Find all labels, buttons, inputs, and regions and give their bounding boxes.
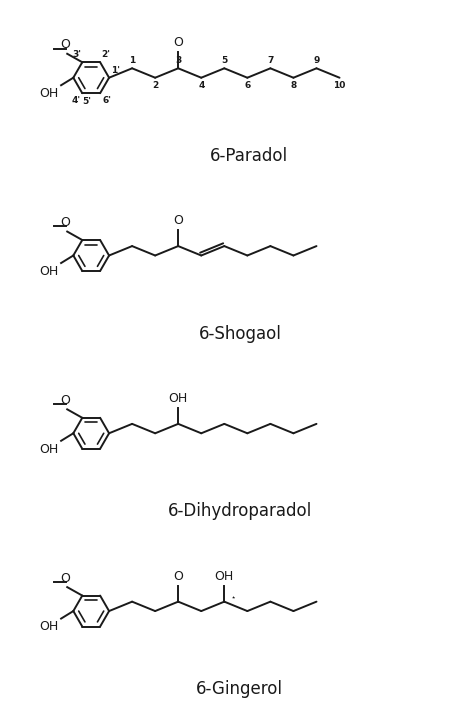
Text: 1': 1'	[111, 67, 120, 75]
Text: 3: 3	[175, 56, 182, 65]
Text: $\star$: $\star$	[230, 592, 236, 602]
Text: 9: 9	[313, 56, 319, 65]
Text: O: O	[60, 39, 70, 52]
Text: 6-Shogaol: 6-Shogaol	[199, 325, 281, 343]
Text: 5': 5'	[82, 97, 91, 106]
Text: 5: 5	[221, 56, 228, 65]
Text: O: O	[60, 571, 70, 585]
Text: 2: 2	[152, 81, 158, 90]
Text: O: O	[60, 217, 70, 229]
Text: 6-Paradol: 6-Paradol	[210, 147, 288, 165]
Text: 1: 1	[129, 56, 135, 65]
Text: O: O	[60, 394, 70, 407]
Text: 6': 6'	[102, 95, 111, 105]
Text: 10: 10	[333, 81, 346, 90]
Text: 4': 4'	[72, 95, 81, 105]
Text: 3': 3'	[73, 50, 82, 60]
Text: OH: OH	[215, 570, 234, 583]
Text: 7: 7	[267, 56, 273, 65]
Text: O: O	[173, 37, 183, 49]
Text: 8: 8	[290, 81, 297, 90]
Text: OH: OH	[39, 442, 58, 456]
Text: 2': 2'	[101, 50, 110, 60]
Text: O: O	[173, 214, 183, 227]
Text: 6-Gingerol: 6-Gingerol	[196, 680, 283, 698]
Text: OH: OH	[39, 620, 58, 633]
Text: 6-Dihydroparadol: 6-Dihydroparadol	[168, 503, 312, 521]
Text: OH: OH	[39, 265, 58, 278]
Text: 6: 6	[244, 81, 250, 90]
Text: OH: OH	[169, 392, 188, 405]
Text: OH: OH	[39, 87, 58, 100]
Text: 4: 4	[198, 81, 204, 90]
Text: O: O	[173, 570, 183, 583]
